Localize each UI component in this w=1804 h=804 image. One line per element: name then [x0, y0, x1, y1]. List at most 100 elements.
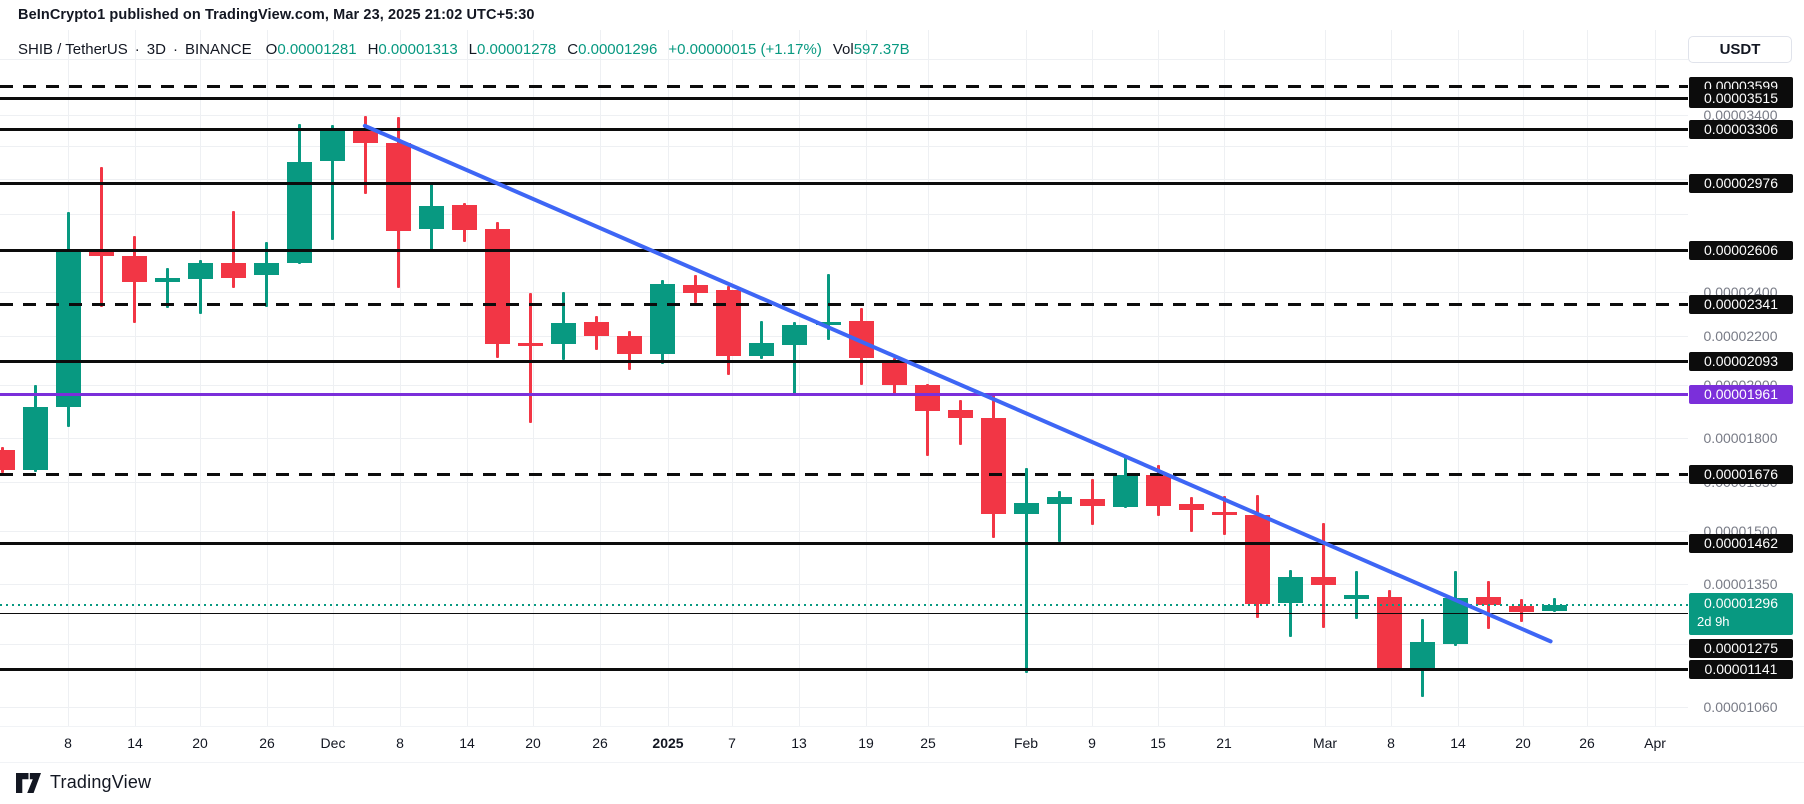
candle-body: [253, 262, 279, 275]
candle-body: [121, 255, 147, 282]
vertical-gridline: [1158, 30, 1159, 726]
horizontal-gridline: [0, 707, 1688, 708]
candle-body: [617, 336, 643, 354]
price-level-badge: 0.00001141: [1689, 660, 1793, 680]
vertical-gridline: [333, 30, 334, 726]
candle-wick: [1057, 490, 1061, 543]
time-axis-label: 14: [459, 735, 475, 751]
candle-body: [1410, 642, 1436, 669]
vertical-gridline: [135, 30, 136, 726]
price-axis-label: 0.00001800: [1703, 430, 1778, 447]
candle-wick: [1222, 495, 1226, 535]
price-level-badge: 0.00003515: [1689, 89, 1793, 109]
candle-body: [1013, 502, 1039, 515]
price-axis-label: 0.00001350: [1703, 576, 1778, 593]
time-axis-label: 21: [1216, 735, 1232, 751]
vertical-gridline: [1092, 30, 1093, 726]
candle-wick: [958, 400, 962, 446]
price-level-badge: 0.00002093: [1689, 352, 1793, 372]
candle-body: [1542, 605, 1568, 611]
time-axis-label: 15: [1150, 735, 1166, 751]
time-axis-label: 8: [1387, 735, 1395, 751]
horizontal-gridline: [0, 336, 1688, 338]
horizontal-gridline: [0, 292, 1688, 294]
candle-body: [0, 449, 15, 471]
time-axis-label: 20: [525, 735, 541, 751]
vertical-gridline: [200, 30, 201, 726]
vertical-gridline: [866, 30, 867, 726]
candle-wick: [198, 259, 202, 314]
vertical-gridline: [1391, 30, 1392, 726]
vertical-gridline: [1655, 30, 1656, 726]
time-axis[interactable]: 8 14 20 26 Dec 8 14 20 26 2025 7 13 19 25 Feb 9 15 21 Mar 8…: [0, 726, 1804, 763]
candle-wick: [1189, 497, 1193, 533]
candle-body: [914, 384, 940, 411]
chart-plot-area[interactable]: [0, 0, 1688, 762]
horizontal-gridline: [0, 179, 1688, 180]
tradingview-logo-icon: [16, 772, 41, 793]
price-axis-label: 0.00002200: [1703, 328, 1778, 345]
candle-body: [385, 143, 411, 231]
ohlc-open: O 0.00001281: [265, 40, 357, 58]
vertical-gridline: [732, 30, 733, 726]
time-axis-label: 2025: [652, 735, 684, 751]
price-level-line-0.00001676: [0, 472, 1688, 476]
candle-body: [1476, 596, 1502, 606]
horizontal-gridline: [0, 644, 1688, 646]
time-axis-label: 26: [1579, 735, 1595, 751]
interval-label[interactable]: 3D: [146, 40, 166, 58]
candle-wick: [826, 273, 830, 340]
price-level-line-0.00003515: [0, 97, 1688, 101]
price-level-badge: 0.00002976: [1689, 173, 1793, 193]
current-price-line: [0, 604, 1688, 606]
time-axis-label: 20: [1515, 735, 1531, 751]
symbol-name[interactable]: SHIB / TetherUS: [18, 40, 128, 58]
price-level-line-0.00002093: [0, 360, 1688, 364]
tradingview-logo-text: TradingView: [50, 772, 152, 792]
price-level-badge: 0.00001275: [1689, 638, 1793, 658]
vertical-gridline: [267, 30, 268, 726]
candle-body: [881, 362, 907, 385]
candle-body: [220, 262, 246, 278]
candle-body: [947, 409, 973, 419]
candle-wick: [165, 267, 169, 309]
time-axis-label: 20: [192, 735, 208, 751]
vertical-gridline: [533, 30, 534, 726]
time-axis-label: 7: [728, 735, 736, 751]
vertical-gridline: [400, 30, 401, 726]
vertical-gridline: [1523, 30, 1524, 726]
vertical-gridline: [1026, 30, 1027, 726]
candle-body: [352, 129, 378, 144]
horizontal-gridline: [0, 59, 1688, 60]
time-axis-label: Apr: [1644, 735, 1666, 751]
price-level-line-0.00001961: [0, 393, 1688, 397]
candle-body: [749, 343, 775, 357]
vertical-gridline: [799, 30, 800, 726]
vertical-gridline: [1325, 30, 1326, 726]
price-level-badge: 0.00001961: [1689, 385, 1793, 405]
candle-body: [1211, 511, 1237, 515]
candle-body: [88, 249, 114, 256]
time-axis-label: 26: [592, 735, 608, 751]
horizontal-gridline: [0, 384, 1688, 386]
price-axis[interactable]: 0.000034000.000024000.000022000.00002000…: [1688, 0, 1804, 762]
currency-axis-button[interactable]: USDT: [1688, 36, 1792, 63]
candle-body: [485, 228, 511, 345]
price-level-badge: 0.00002606: [1689, 240, 1793, 260]
price-change: +0.00000015 (+1.17%): [668, 40, 822, 58]
vertical-gridline: [1587, 30, 1588, 726]
candle-body: [1509, 606, 1535, 613]
candle-body: [22, 406, 48, 471]
tradingview-logo[interactable]: TradingView: [16, 772, 151, 793]
price-level-badge: 0.00001676: [1689, 465, 1793, 484]
price-level-line-0.00003599: [0, 85, 1688, 89]
candle-body: [55, 251, 81, 407]
candle-wick: [99, 167, 103, 308]
candle-body: [1145, 474, 1171, 506]
candle-body: [1278, 576, 1304, 604]
time-axis-label: 14: [1450, 735, 1466, 751]
horizontal-gridline: [0, 438, 1688, 440]
price-level-line-0.00001462: [0, 542, 1688, 546]
time-axis-label: 26: [259, 735, 275, 751]
candle-body: [286, 161, 312, 263]
